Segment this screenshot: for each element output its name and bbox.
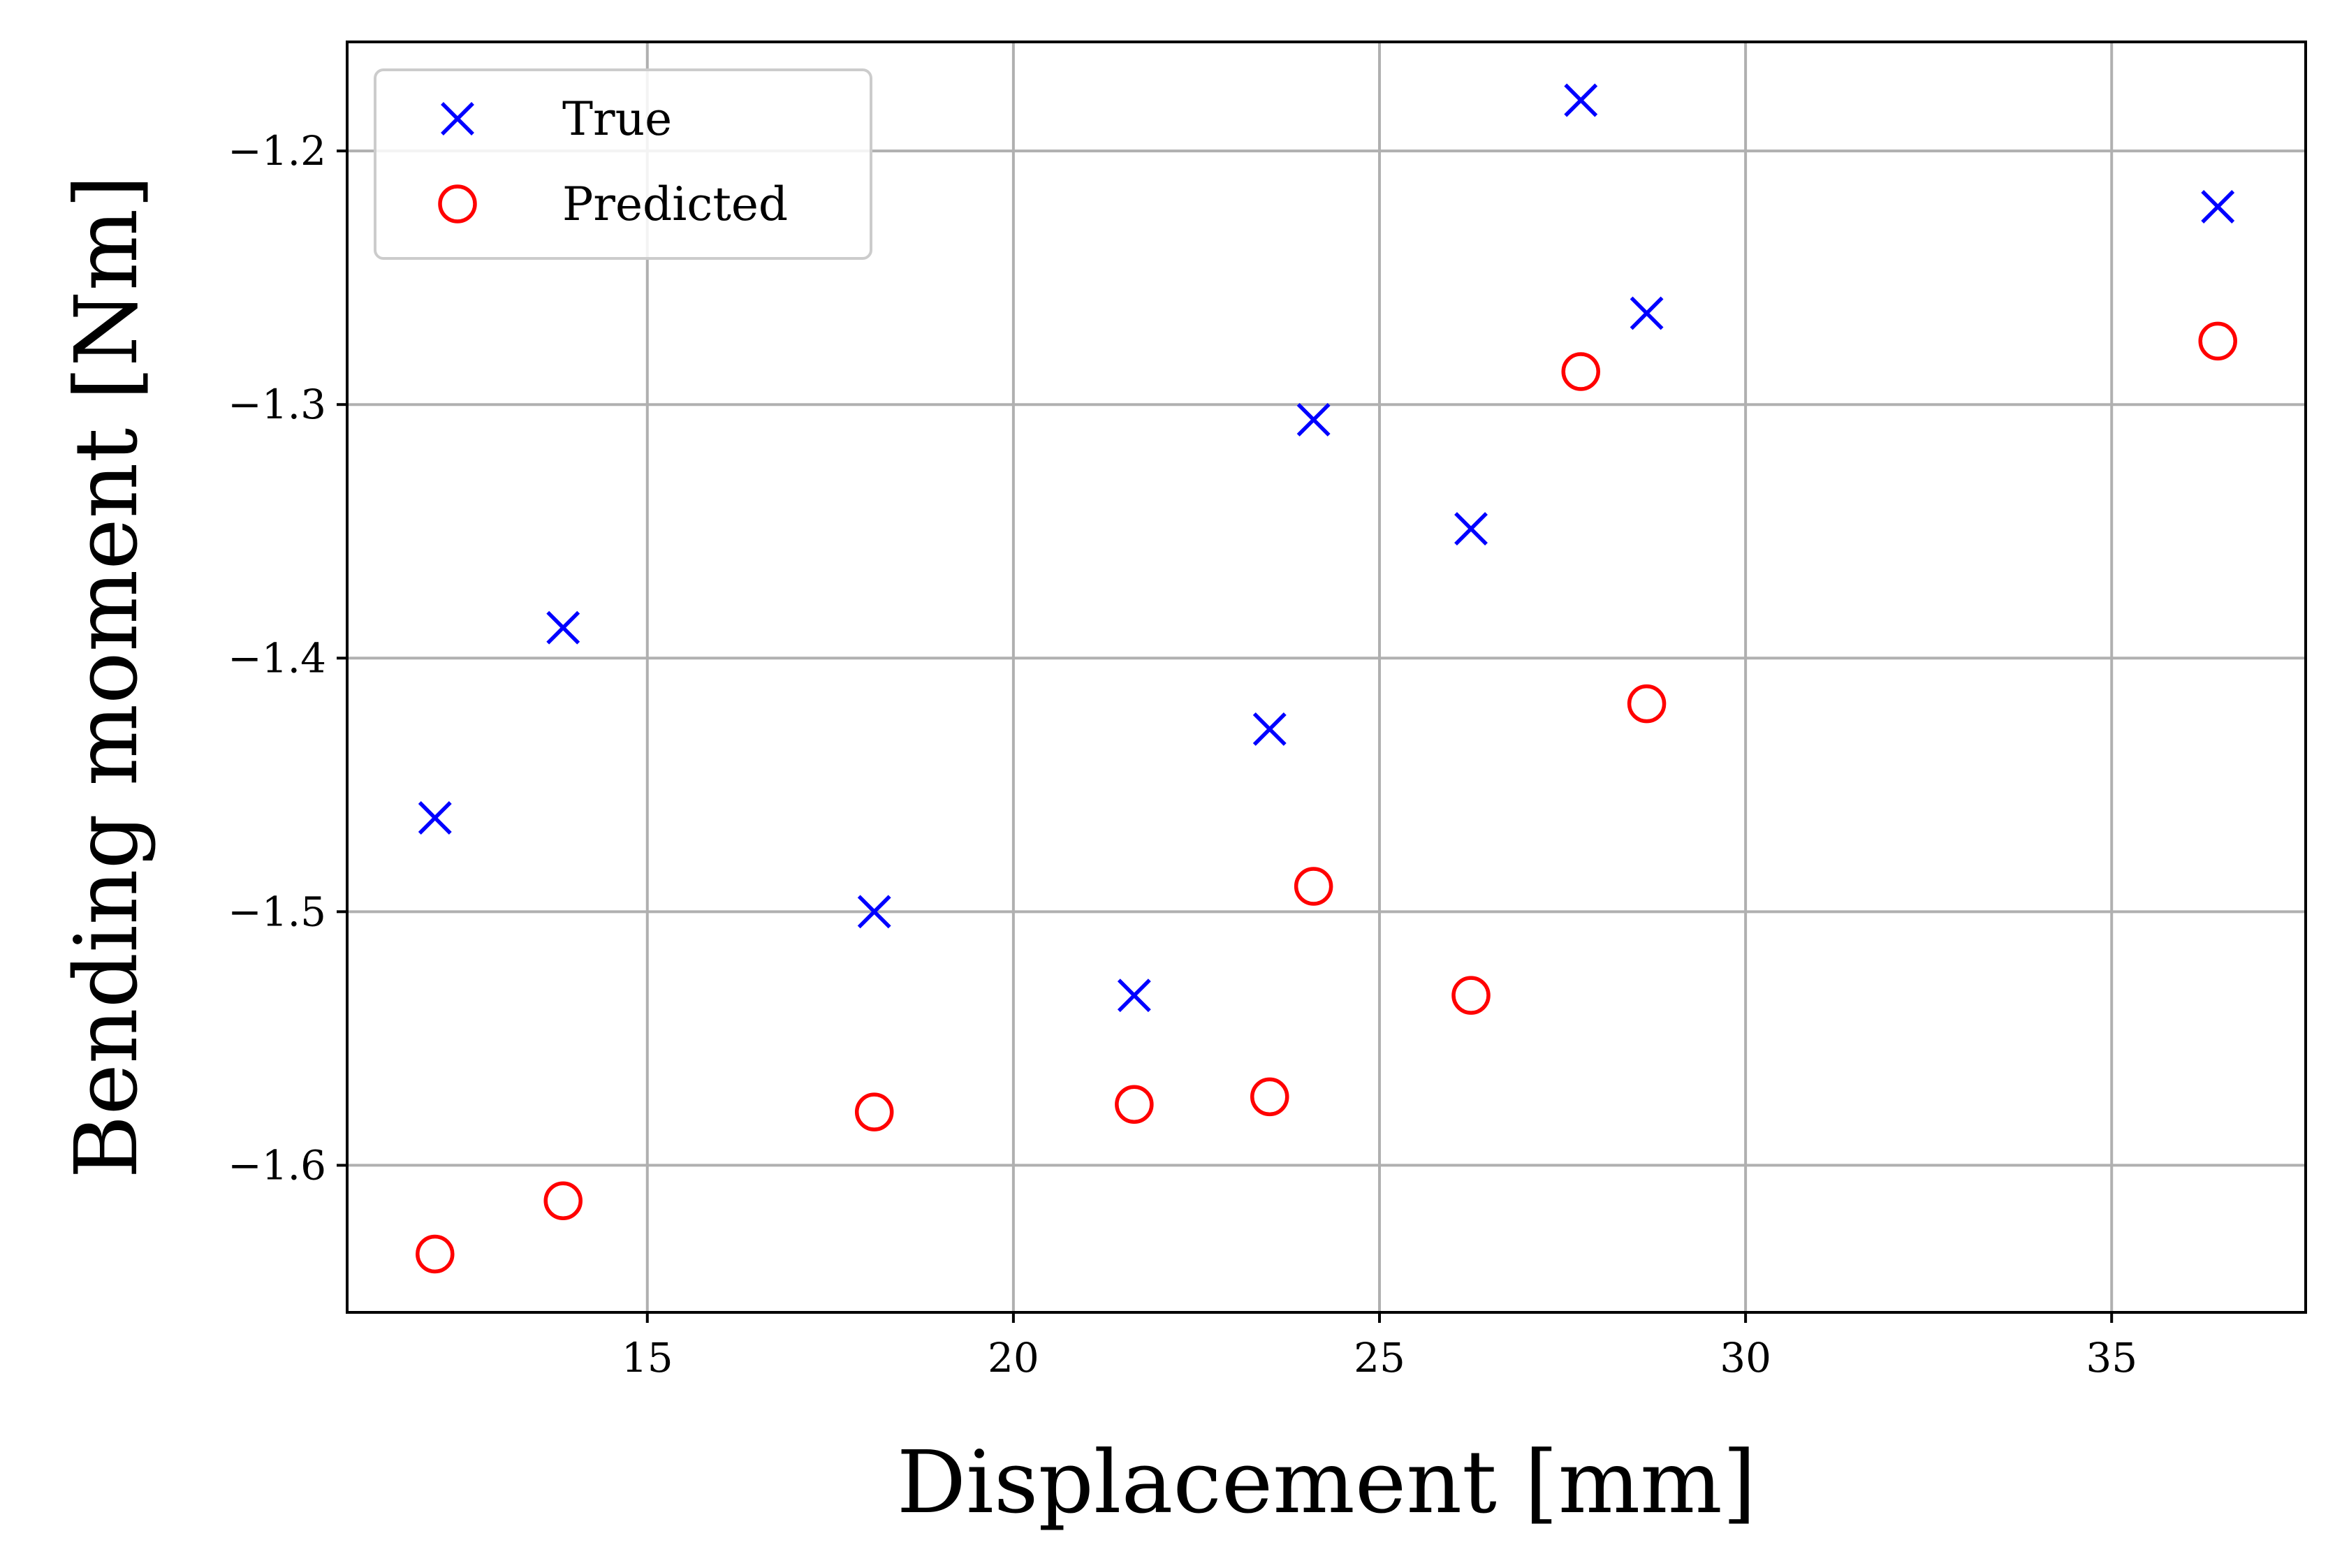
- legend-predicted-marker: [438, 184, 477, 224]
- y-tick-label: −1.4: [228, 634, 326, 682]
- predicted-point: [2198, 321, 2237, 361]
- true-point: [1564, 83, 1598, 117]
- y-tick-label: −1.3: [228, 381, 326, 428]
- true-point: [1117, 979, 1151, 1013]
- predicted-point: [854, 1092, 894, 1131]
- y-tick-label: −1.6: [228, 1141, 326, 1189]
- predicted-point: [416, 1234, 455, 1274]
- true-point: [418, 801, 452, 835]
- data-points: [416, 83, 2237, 1274]
- legend-box: [374, 68, 872, 260]
- legend-true-label: True: [562, 92, 672, 146]
- predicted-point: [1451, 976, 1491, 1015]
- predicted-point: [543, 1181, 583, 1220]
- predicted-point: [1250, 1077, 1289, 1117]
- y-tick-label: −1.2: [228, 127, 326, 175]
- x-tick-label: 35: [2086, 1334, 2137, 1382]
- plot-frame: [346, 41, 2307, 1314]
- predicted-point: [1561, 352, 1601, 391]
- x-axis-label: Displacement [mm]: [897, 1433, 1757, 1533]
- true-point: [2201, 190, 2235, 224]
- legend-predicted-label: Predicted: [562, 177, 788, 231]
- x-tick-label: 15: [622, 1334, 673, 1382]
- predicted-point: [1294, 867, 1333, 906]
- predicted-point: [1627, 684, 1667, 724]
- x-tick-label: 20: [988, 1334, 1039, 1382]
- legend-true-marker: [441, 102, 474, 135]
- true-point: [857, 895, 891, 929]
- x-tick-label: 25: [1354, 1334, 1405, 1382]
- true-point: [546, 610, 580, 645]
- axis-ticks: 15 20 25 30 35 −1.2 −1.3 −1.4 −1.5 −1.6: [228, 127, 2137, 1382]
- y-axis-label: Bending moment [Nm]: [57, 175, 157, 1178]
- true-point: [1296, 403, 1331, 437]
- true-point: [1252, 712, 1287, 746]
- x-tick-label: 30: [1720, 1334, 1771, 1382]
- y-tick-label: −1.5: [228, 888, 326, 935]
- predicted-point: [1115, 1085, 1154, 1124]
- legend: True Predicted: [374, 68, 872, 260]
- true-point: [1630, 296, 1664, 330]
- true-point: [1454, 512, 1488, 546]
